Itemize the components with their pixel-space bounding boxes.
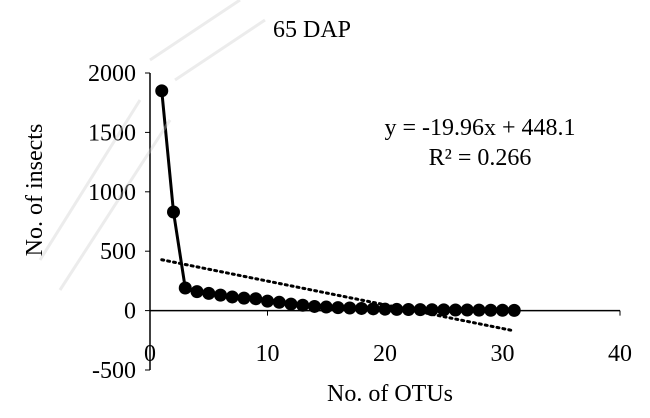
- data-point: [178, 281, 192, 295]
- data-point: [272, 295, 286, 309]
- data-point: [225, 290, 239, 304]
- data-point: [343, 301, 357, 315]
- y-tick-label: -500: [92, 358, 136, 384]
- data-point: [167, 205, 180, 219]
- data-point: [261, 294, 274, 308]
- data-point: [507, 303, 521, 317]
- chart-title: 65 DAP: [273, 17, 351, 43]
- y-tick-label: 500: [100, 239, 136, 265]
- x-axis-label: No. of OTUs: [327, 381, 453, 407]
- y-tick-label: 1000: [88, 180, 136, 206]
- data-point: [366, 302, 380, 316]
- data-point: [496, 303, 509, 317]
- data-point: [355, 301, 368, 315]
- data-point: [319, 300, 333, 314]
- data-point: [284, 297, 298, 311]
- plot-area: -500 0 500 1000 1500 2000 0 10 20 30 40: [88, 61, 632, 384]
- data-point: [155, 84, 169, 98]
- data-point: [249, 292, 263, 306]
- data-point: [460, 303, 474, 317]
- x-tick-label: 20: [373, 341, 397, 367]
- y-tick-label: 2000: [88, 61, 136, 87]
- x-tick-label: 30: [491, 341, 515, 367]
- data-point: [390, 302, 404, 316]
- y-axis-label: No. of insects: [22, 124, 48, 257]
- x-tick-label: 0: [144, 341, 156, 367]
- data-point: [484, 303, 498, 317]
- data-point: [402, 303, 415, 317]
- data-point: [308, 299, 321, 313]
- data-point: [425, 303, 439, 317]
- x-tick-label: 10: [256, 341, 280, 367]
- data-point: [237, 291, 251, 305]
- x-tick-label: 40: [608, 341, 632, 367]
- trendline-equation: y = -19.96x + 448.1: [384, 115, 575, 141]
- data-point: [296, 298, 310, 312]
- y-tick-label: 0: [124, 299, 136, 325]
- data-point: [214, 288, 227, 302]
- trendline: [160, 258, 516, 333]
- data-point: [190, 285, 204, 299]
- data-point: [331, 301, 345, 315]
- data-point: [413, 303, 427, 317]
- data-point: [202, 286, 216, 300]
- data-point: [378, 302, 392, 316]
- data-point: [449, 303, 462, 317]
- trendline-r-squared: R² = 0.266: [429, 145, 532, 171]
- y-tick-label: 1500: [88, 120, 136, 146]
- data-point: [437, 303, 451, 317]
- data-point: [472, 303, 486, 317]
